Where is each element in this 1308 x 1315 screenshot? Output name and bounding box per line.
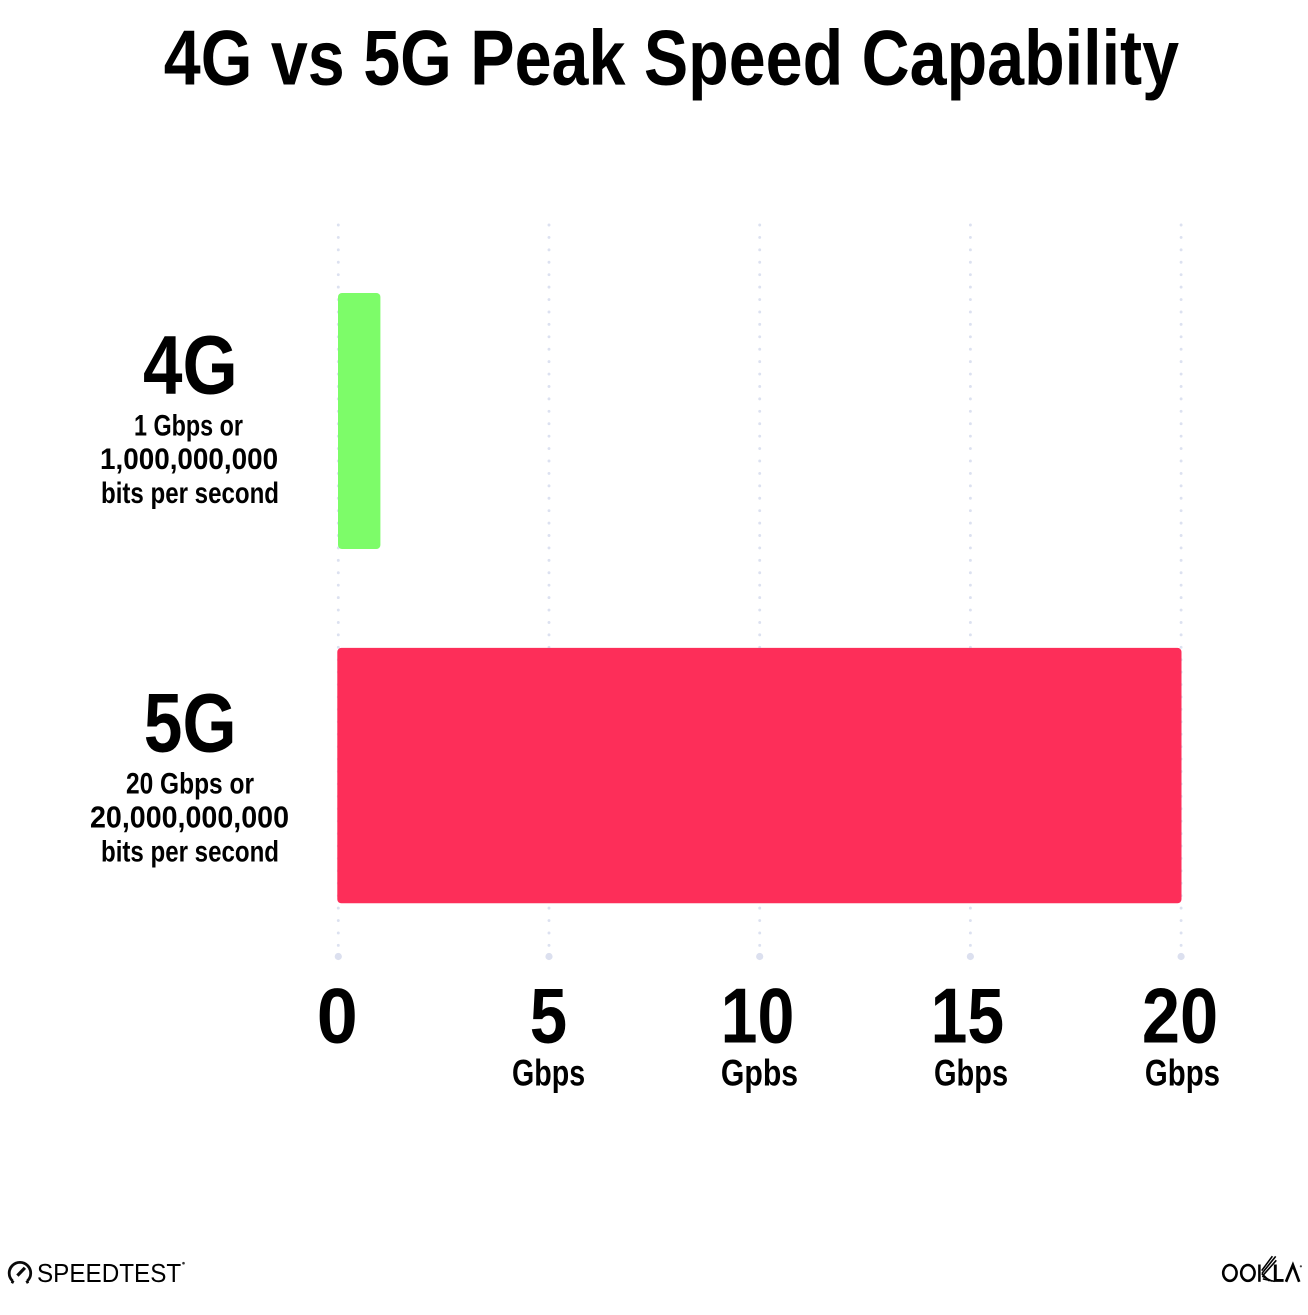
svg-text:Gbps: Gbps — [1145, 1053, 1220, 1094]
svg-text:5G: 5G — [144, 676, 237, 769]
svg-text:5: 5 — [530, 974, 567, 1060]
svg-text:20: 20 — [1142, 974, 1218, 1060]
svg-text:Gpbs: Gpbs — [721, 1053, 798, 1094]
svg-text:1,000,000,000: 1,000,000,000 — [100, 443, 278, 476]
svg-text:Gbps: Gbps — [512, 1053, 585, 1094]
svg-text:20,000,000,000: 20,000,000,000 — [90, 799, 289, 834]
svg-text:15: 15 — [931, 974, 1005, 1060]
svg-text:0: 0 — [317, 974, 358, 1060]
svg-text:1 Gbps or: 1 Gbps or — [134, 409, 243, 442]
svg-text:10: 10 — [721, 974, 795, 1060]
svg-text:Gbps: Gbps — [934, 1053, 1008, 1094]
svg-text:4G: 4G — [143, 318, 238, 411]
svg-text:20 Gbps or: 20 Gbps or — [126, 768, 254, 801]
svg-text:bits per second: bits per second — [101, 477, 279, 510]
svg-text:SPEEDTEST: SPEEDTEST — [37, 1258, 181, 1288]
svg-text:bits per second: bits per second — [101, 836, 279, 869]
svg-text:4G vs 5G Peak Speed Capability: 4G vs 5G Peak Speed Capability — [164, 14, 1179, 102]
